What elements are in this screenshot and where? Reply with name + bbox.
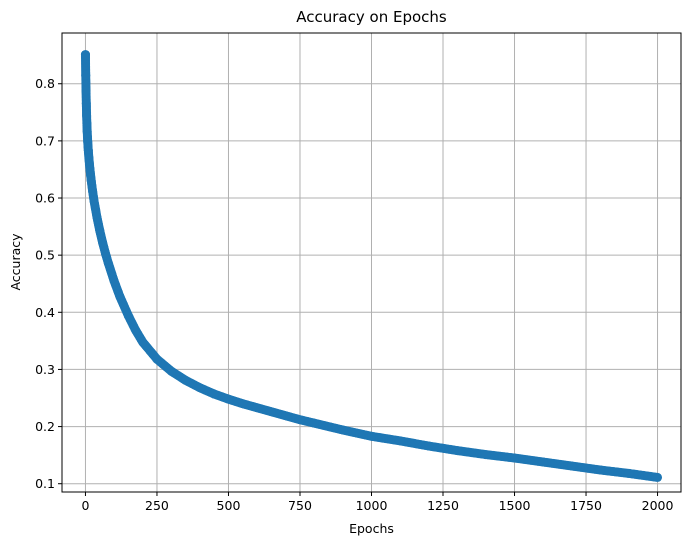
plot-area xyxy=(61,32,682,493)
data-point xyxy=(338,425,348,435)
y-tick-label: 0.1 xyxy=(35,476,55,491)
data-point xyxy=(109,276,119,286)
data-point xyxy=(209,389,219,399)
data-point xyxy=(481,450,491,460)
data-point xyxy=(86,175,96,185)
y-axis: 0.1 0.2 0.3 0.4 0.5 0.6 0.7 0.8 xyxy=(35,76,62,491)
data-point xyxy=(223,394,233,404)
data-point xyxy=(395,436,405,446)
data-point xyxy=(98,238,108,248)
data-point xyxy=(295,415,305,425)
data-point xyxy=(103,258,113,268)
data-point xyxy=(653,472,663,482)
data-point xyxy=(92,212,102,222)
data-point xyxy=(138,337,148,347)
x-tick-label: 1500 xyxy=(499,498,531,513)
data-point xyxy=(595,465,605,475)
data-point xyxy=(281,411,291,421)
data-point xyxy=(80,50,90,60)
x-tick-label: 250 xyxy=(145,498,169,513)
x-tick-label: 2000 xyxy=(642,498,674,513)
data-point xyxy=(367,431,376,441)
data-point xyxy=(238,399,248,409)
data-point xyxy=(81,70,91,80)
data-point xyxy=(266,407,276,417)
y-tick-label: 0.4 xyxy=(35,305,55,320)
data-point xyxy=(82,119,92,129)
chart-title: Accuracy on Epochs xyxy=(296,8,447,26)
data-point xyxy=(81,99,91,109)
data-point xyxy=(424,441,434,451)
y-axis-label: Accuracy xyxy=(8,233,23,291)
y-tick-label: 0.3 xyxy=(35,362,55,377)
data-point xyxy=(166,366,176,376)
data-point xyxy=(152,354,162,364)
x-axis-label: Epochs xyxy=(349,521,394,536)
data-point xyxy=(510,453,520,463)
data-point xyxy=(89,196,99,206)
y-tick-label: 0.2 xyxy=(35,419,55,434)
data-point xyxy=(309,418,319,428)
y-tick-label: 0.7 xyxy=(35,133,55,148)
data-point xyxy=(567,461,577,471)
data-point xyxy=(452,446,462,456)
series-layer xyxy=(80,50,663,482)
y-tick-label: 0.8 xyxy=(35,76,55,91)
data-point xyxy=(81,86,91,96)
data-point xyxy=(538,457,548,467)
data-point xyxy=(252,403,262,413)
x-tick-label: 1000 xyxy=(356,498,388,513)
data-point xyxy=(624,468,634,478)
y-tick-label: 0.5 xyxy=(35,248,55,263)
data-point xyxy=(195,383,205,393)
data-point xyxy=(95,226,105,236)
data-point xyxy=(131,325,141,335)
x-tick-label: 750 xyxy=(288,498,312,513)
x-tick-label: 1250 xyxy=(427,498,459,513)
x-tick-label: 500 xyxy=(217,498,241,513)
data-point xyxy=(100,248,110,258)
data-point xyxy=(123,311,133,321)
x-tick-label: 1750 xyxy=(570,498,602,513)
x-tick-label: 0 xyxy=(81,498,89,513)
data-point xyxy=(88,186,98,196)
grid-layer xyxy=(62,33,681,492)
y-tick-label: 0.6 xyxy=(35,191,55,206)
data-point xyxy=(181,375,191,385)
x-axis: 0 250 500 750 1000 1250 1500 1750 2000 xyxy=(81,492,673,513)
data-point xyxy=(83,146,93,156)
data-point xyxy=(82,110,92,120)
data-point xyxy=(115,291,125,301)
